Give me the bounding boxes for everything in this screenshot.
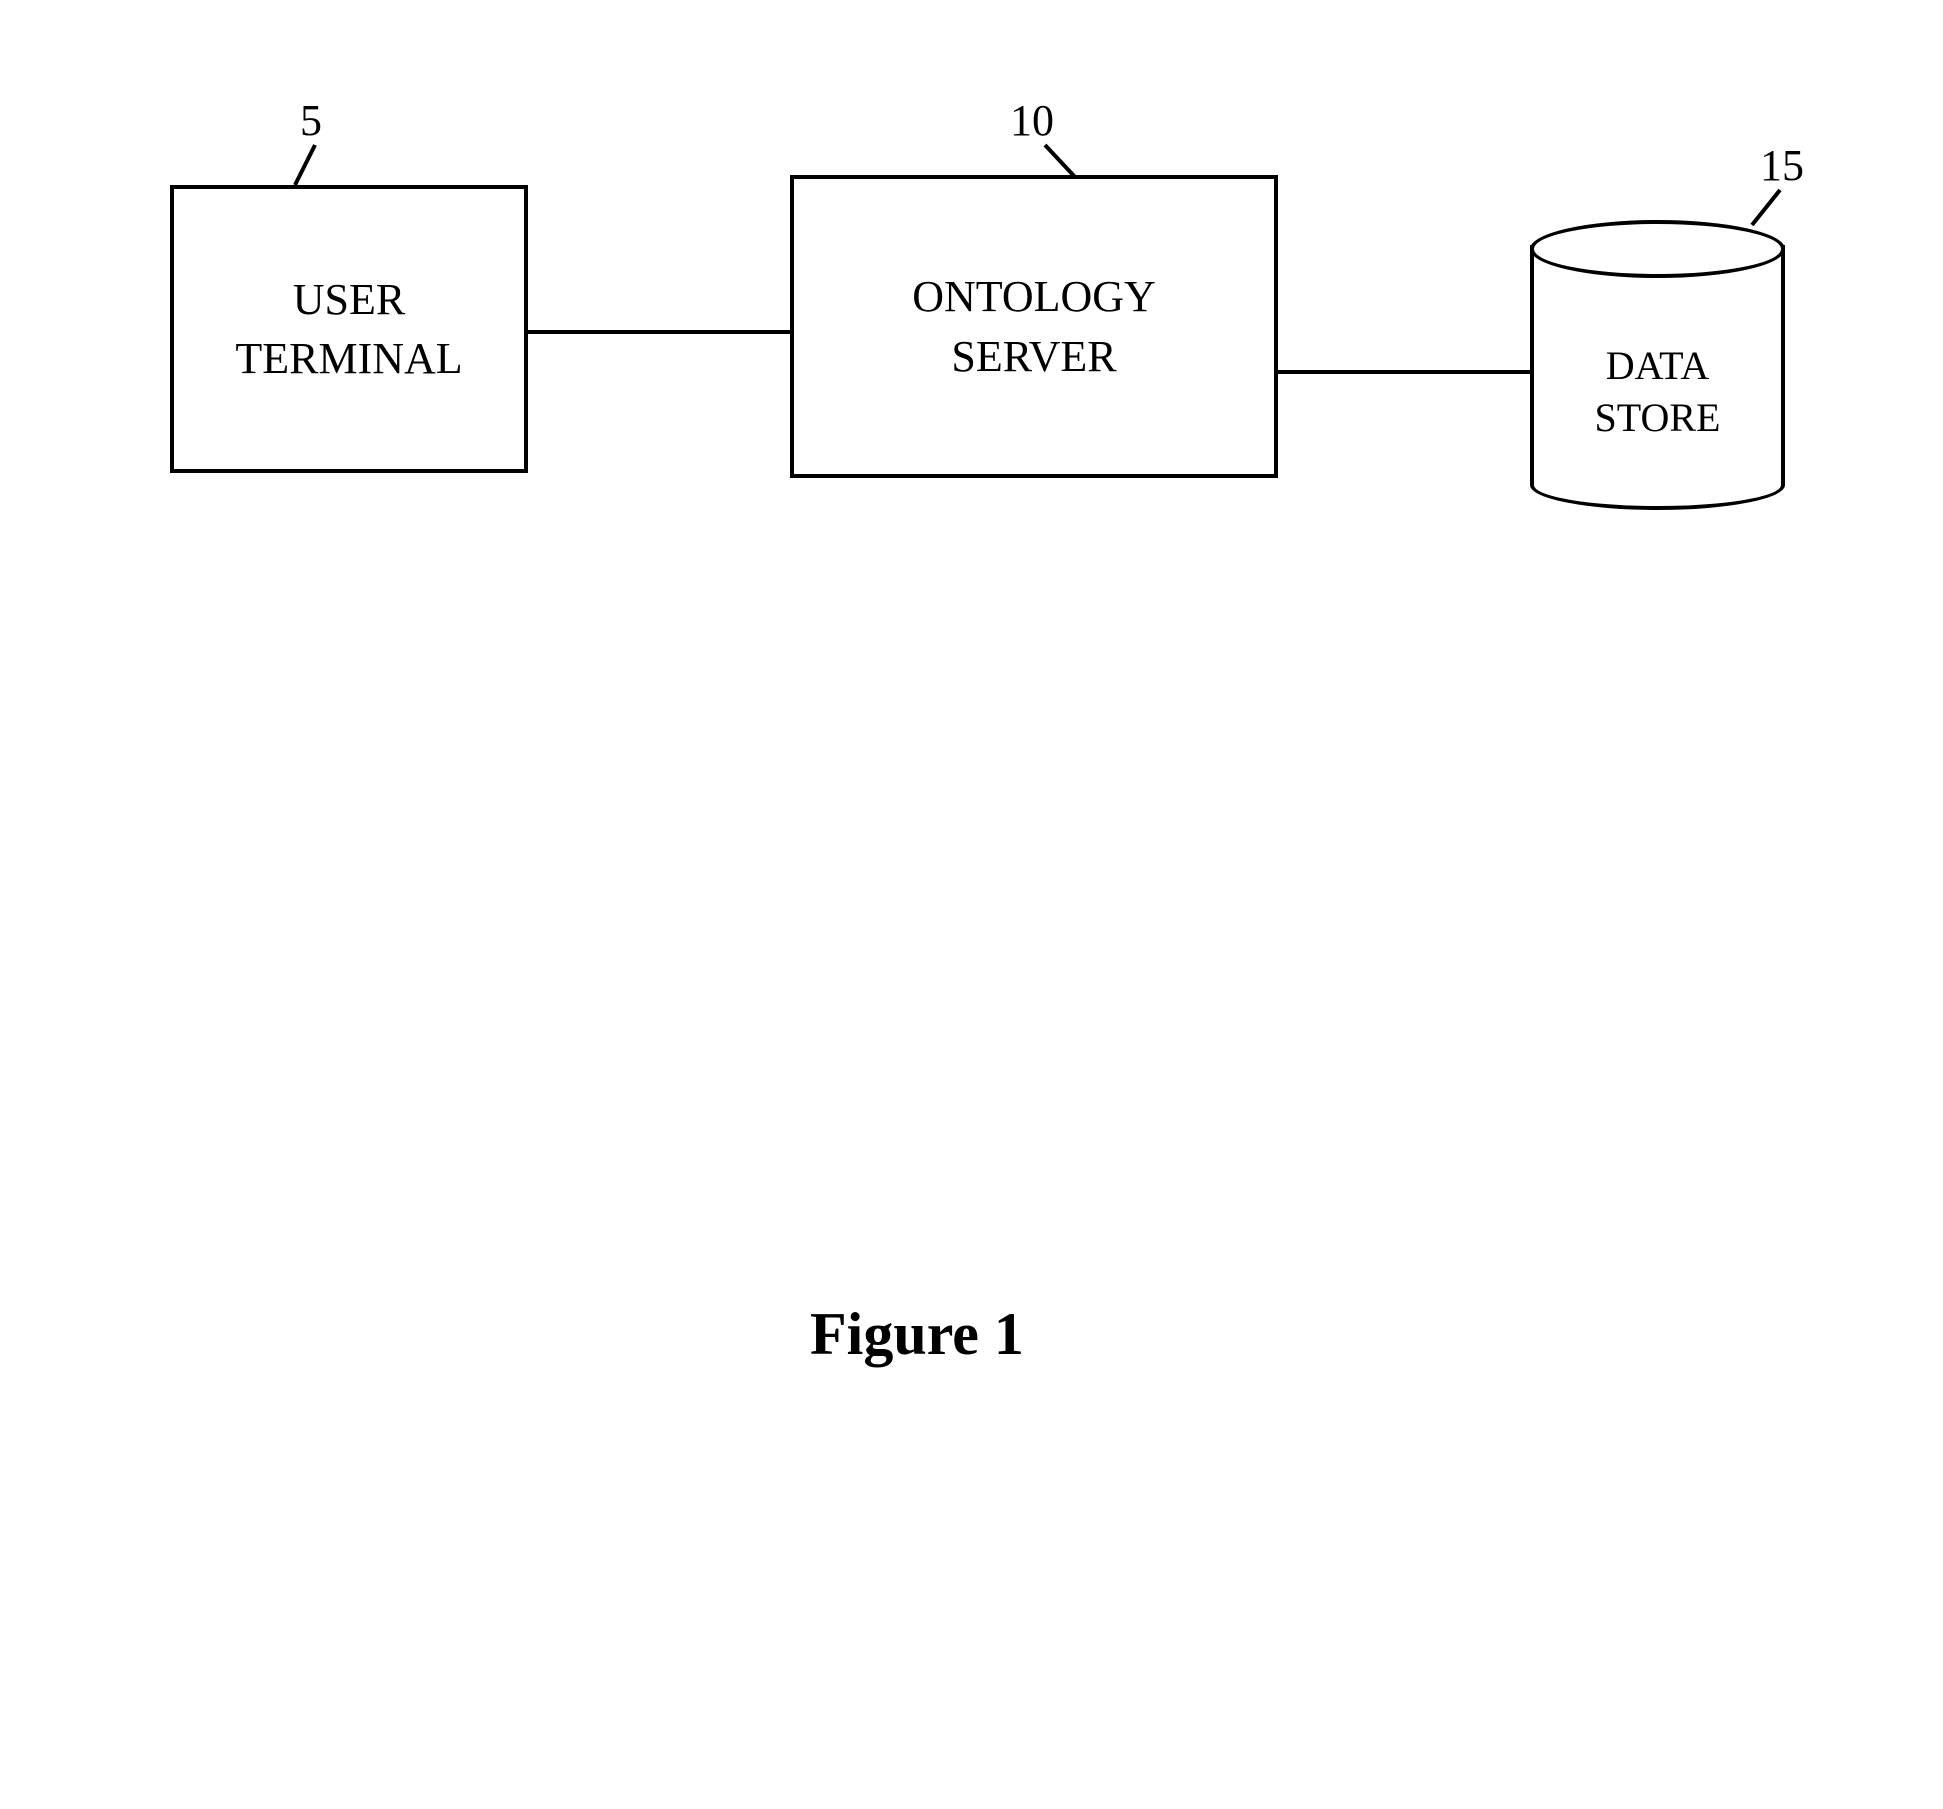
label-line: SERVER xyxy=(912,327,1156,386)
label-line: STORE xyxy=(1530,392,1785,444)
edge-user-to-server xyxy=(524,330,792,334)
cylinder-top-ellipse xyxy=(1530,220,1785,278)
ref-number-text: 5 xyxy=(300,96,322,145)
label-line: USER xyxy=(235,270,462,329)
node-label: DATA STORE xyxy=(1530,340,1785,444)
ref-number-text: 10 xyxy=(1010,96,1054,145)
figure-caption: Figure 1 xyxy=(810,1300,1024,1369)
ref-number-text: 15 xyxy=(1760,141,1804,190)
node-user-terminal: USER TERMINAL xyxy=(170,185,528,473)
node-data-store: DATA STORE xyxy=(1530,220,1785,510)
node-label: USER TERMINAL xyxy=(235,270,462,389)
label-line: ONTOLOGY xyxy=(912,267,1156,326)
edge-server-to-store xyxy=(1274,370,1532,374)
ref-label-10: 10 xyxy=(1010,95,1054,146)
caption-text: Figure 1 xyxy=(810,1301,1024,1367)
label-line: TERMINAL xyxy=(235,329,462,388)
label-line: DATA xyxy=(1530,340,1785,392)
diagram-canvas: 5 10 15 USER TERMINAL ONTOLOGY SERVER DA… xyxy=(0,0,1943,1809)
ref-label-5: 5 xyxy=(300,95,322,146)
ref-label-15: 15 xyxy=(1760,140,1804,191)
node-ontology-server: ONTOLOGY SERVER xyxy=(790,175,1278,478)
node-label: ONTOLOGY SERVER xyxy=(912,267,1156,386)
